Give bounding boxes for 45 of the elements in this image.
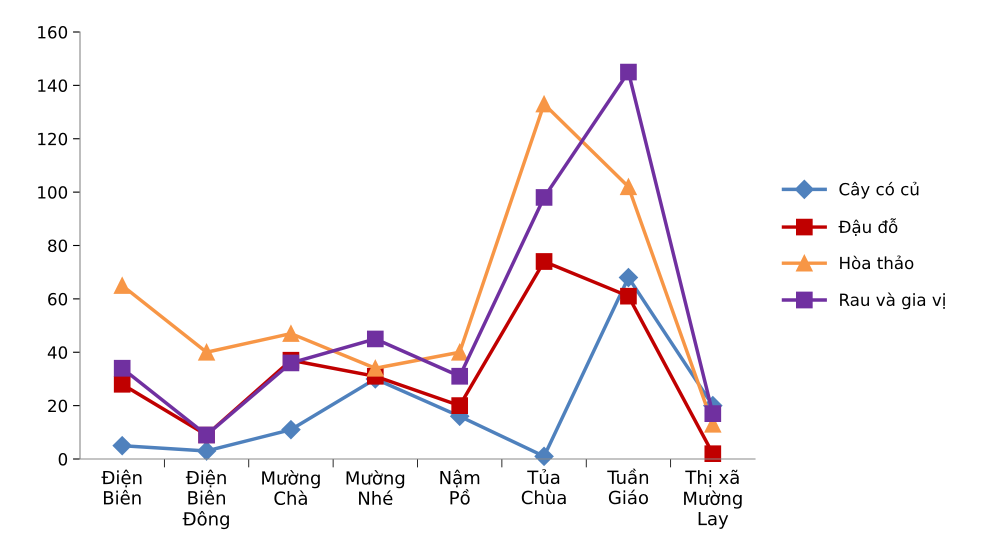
- legend-label: Rau và gia vị: [840, 292, 945, 310]
- point: [114, 360, 131, 377]
- point: [536, 189, 552, 206]
- point: [534, 446, 554, 466]
- point: [197, 441, 216, 461]
- x-tick-label: Điện Biên Đông: [182, 470, 229, 530]
- y-tick-label: 140: [38, 79, 68, 92]
- x-tick-label: Mường Chà: [262, 470, 320, 506]
- point: [620, 64, 637, 80]
- x-tick-label: Điện Biên: [101, 470, 142, 505]
- point: [112, 436, 132, 456]
- point: [114, 277, 131, 294]
- point: [282, 354, 300, 372]
- legend-label: Đậu đỗ: [838, 218, 898, 236]
- y-tick-label: 80: [48, 239, 68, 252]
- x-tick-label: Thị xã Mường Lay: [684, 470, 742, 529]
- y-tick-label: 100: [38, 186, 68, 199]
- point: [704, 405, 722, 422]
- y-tick-label: 120: [38, 132, 68, 146]
- point: [451, 397, 468, 414]
- point: [620, 288, 637, 305]
- point: [198, 344, 215, 361]
- point: [618, 268, 638, 288]
- point: [451, 344, 468, 361]
- point: [366, 330, 384, 348]
- y-tick-label: 40: [48, 346, 68, 359]
- point: [366, 360, 384, 377]
- x-tick-label: Tuần Giáo: [607, 468, 648, 504]
- y-tick-label: 20: [48, 400, 68, 412]
- y-tick-label: 60: [48, 292, 68, 306]
- y-tick-label: 160: [38, 26, 68, 39]
- legend-label: Hòa thảo: [840, 256, 914, 270]
- x-tick-label: Mường Nhé: [346, 470, 404, 506]
- x-tick-label: Tủa Chùa: [522, 469, 566, 504]
- point: [536, 96, 552, 112]
- point: [282, 325, 300, 342]
- point: [451, 368, 468, 385]
- point: [704, 445, 722, 462]
- point: [620, 178, 637, 196]
- point: [281, 420, 300, 440]
- y-tick-label: 0: [58, 452, 68, 466]
- point: [114, 376, 131, 393]
- x-tick-label: Nậm Pồ: [440, 470, 480, 505]
- point: [536, 253, 552, 270]
- legend-label: Cây có củ: [839, 182, 918, 199]
